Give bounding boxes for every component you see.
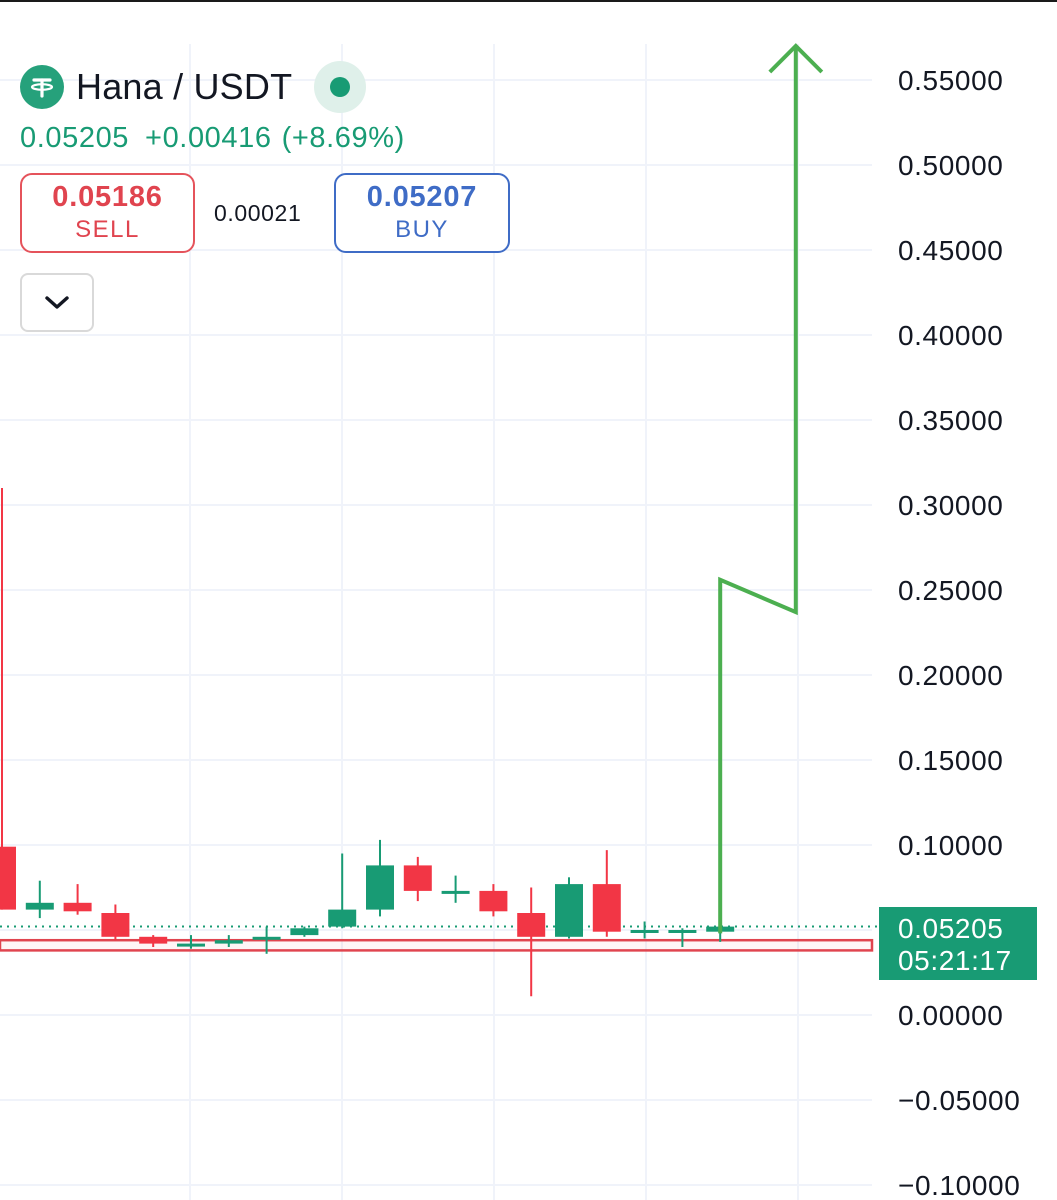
y-tick-label-6: 0.25000 (898, 575, 1003, 606)
last-price-label: 0.05205 (898, 913, 1003, 944)
candle-body-5 (177, 943, 205, 947)
candle-body-1 (25, 902, 54, 910)
candle-body-4 (139, 936, 168, 944)
collapse-button[interactable] (20, 273, 94, 332)
spread-value: 0.00021 (214, 200, 302, 226)
y-tick-label-0: 0.55000 (898, 65, 1003, 96)
countdown-label: 05:21:17 (898, 945, 1012, 976)
y-tick-label-4: 0.35000 (898, 405, 1003, 436)
last-price: 0.05205 (20, 122, 130, 154)
y-tick-label-12: −0.05000 (898, 1085, 1020, 1116)
symbol-title: Hana / USDT (76, 66, 293, 107)
annotation-arrow-line (718, 46, 798, 934)
buy-button[interactable]: 0.05207 BUY (334, 173, 510, 253)
live-dot-icon (314, 61, 367, 113)
price-row: 0.05205 +0.00416 (+8.69%) (20, 122, 405, 155)
last-price-badge (879, 907, 1037, 980)
candle-body-18 (668, 930, 697, 933)
candle-body-13 (479, 890, 508, 912)
candle-body-3 (101, 913, 130, 937)
candle-body-9 (328, 909, 357, 927)
candle-body-12 (441, 890, 470, 894)
annotation-arrowhead (768, 43, 824, 74)
y-tick-label-9: 0.10000 (898, 830, 1003, 861)
candle-body-10 (366, 865, 394, 910)
y-tick-label-2: 0.45000 (898, 235, 1003, 266)
y-tick-label-5: 0.30000 (898, 490, 1003, 521)
live-dot (330, 77, 351, 97)
tether-icon (20, 65, 64, 109)
candle-body-11 (403, 865, 432, 891)
y-tick-label-3: 0.40000 (898, 320, 1003, 351)
candle-body-6 (214, 940, 243, 944)
sell-label: SELL (75, 216, 140, 243)
price-change: +0.00416 (145, 122, 272, 154)
chevron-down-icon (45, 295, 69, 309)
y-tick-label-13: −0.10000 (898, 1170, 1020, 1200)
candle-body-8 (290, 928, 319, 936)
candle-body-7 (252, 936, 281, 940)
candle-body-2 (63, 902, 92, 912)
buy-label: BUY (395, 216, 449, 243)
y-tick-label-1: 0.50000 (898, 150, 1003, 181)
candle-body-16 (592, 884, 621, 932)
sell-price: 0.05186 (52, 181, 163, 213)
candle-body-14 (517, 913, 546, 937)
symbol-row: Hana / USDT (20, 61, 367, 113)
highlight-band (0, 938, 874, 952)
buy-price: 0.05207 (366, 181, 478, 213)
candle-body-15 (555, 884, 583, 937)
price-change-percent: (+8.69%) (281, 122, 405, 154)
y-tick-label-7: 0.20000 (898, 660, 1003, 691)
candle-body-17 (630, 930, 659, 933)
top-border (0, 0, 1057, 2)
sell-button[interactable]: 0.05186 SELL (20, 173, 195, 253)
y-tick-label-11: 0.00000 (898, 1000, 1003, 1031)
y-tick-label-8: 0.15000 (898, 745, 1003, 776)
candle-body-0 (0, 846, 16, 910)
